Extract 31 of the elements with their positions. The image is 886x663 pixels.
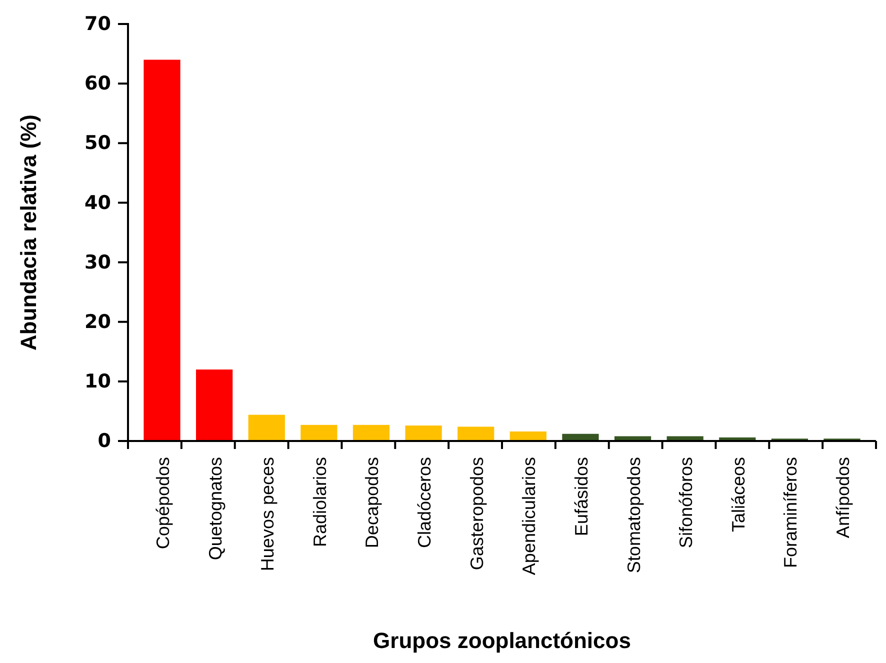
bar (458, 426, 494, 441)
x-tick-label: Eufásidos (571, 457, 592, 536)
x-tick-label: Radiolarios (310, 457, 330, 548)
y-tick-label: 40 (84, 192, 111, 214)
x-tick-label: Copépodos (153, 457, 173, 550)
bar (300, 424, 338, 441)
x-tick-label: Decapodos (362, 457, 382, 548)
y-axis-title: Abundacia relativa (%) (16, 114, 41, 350)
y-tick-label: 30 (84, 251, 111, 274)
y-tick-label: 0 (98, 430, 111, 452)
x-tick-label: Sifonóforos (676, 457, 696, 548)
x-tick-label: Huevos peces (258, 457, 278, 572)
y-tick-label: 50 (84, 132, 111, 154)
x-tick-label: Quetognatos (205, 457, 226, 560)
x-tick-label: Apendicularios (519, 457, 540, 576)
y-tick-label: 60 (84, 72, 111, 95)
x-axis-title: Grupos zooplanctónicos (373, 628, 631, 653)
y-tick-label: 70 (84, 13, 111, 36)
bar (248, 414, 285, 441)
y-tick-label: 10 (84, 370, 111, 393)
bar (144, 60, 180, 441)
x-tick-label: Stomatopodos (624, 457, 644, 574)
x-tick-label: Foraminíferos (780, 457, 801, 568)
bar (352, 424, 390, 441)
x-tick-label: Cladóceros (414, 457, 435, 548)
bar (405, 426, 442, 441)
x-tick-label: Anfípodos (833, 457, 853, 538)
x-tick-label: Taliáceos (728, 457, 748, 532)
bar (196, 370, 233, 441)
x-tick-label: Gasteropodos (466, 457, 487, 570)
y-tick-label: 20 (84, 310, 111, 333)
